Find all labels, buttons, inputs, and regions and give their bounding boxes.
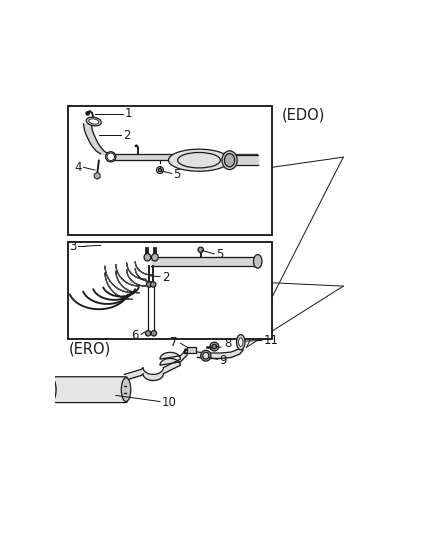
- Text: 7: 7: [170, 336, 178, 349]
- Text: 9: 9: [219, 353, 227, 367]
- Text: 1: 1: [124, 107, 132, 120]
- Text: 11: 11: [264, 334, 279, 347]
- Ellipse shape: [106, 152, 116, 162]
- Bar: [68, 242, 272, 339]
- Circle shape: [158, 168, 162, 172]
- Text: 4: 4: [74, 161, 82, 174]
- Ellipse shape: [121, 378, 131, 401]
- Circle shape: [145, 330, 151, 336]
- Circle shape: [86, 111, 89, 115]
- Text: 3: 3: [69, 239, 76, 253]
- Ellipse shape: [239, 338, 243, 346]
- Ellipse shape: [222, 151, 237, 169]
- Ellipse shape: [89, 119, 99, 124]
- Circle shape: [212, 344, 217, 349]
- Text: 6: 6: [131, 329, 139, 342]
- FancyBboxPatch shape: [50, 377, 127, 402]
- Circle shape: [198, 247, 203, 253]
- Ellipse shape: [107, 153, 114, 160]
- Text: (EDO): (EDO): [282, 108, 325, 123]
- Text: 5: 5: [216, 248, 223, 261]
- Bar: [68, 106, 272, 235]
- Ellipse shape: [152, 254, 158, 261]
- Ellipse shape: [86, 117, 101, 126]
- Ellipse shape: [201, 350, 211, 361]
- Circle shape: [210, 342, 219, 351]
- Circle shape: [146, 282, 152, 287]
- Text: (ERO): (ERO): [68, 341, 110, 356]
- Ellipse shape: [254, 255, 262, 268]
- Ellipse shape: [237, 335, 245, 350]
- Ellipse shape: [46, 378, 56, 401]
- Circle shape: [151, 282, 156, 287]
- Ellipse shape: [203, 352, 209, 359]
- Text: 5: 5: [173, 167, 181, 181]
- Circle shape: [151, 330, 156, 336]
- Bar: [187, 346, 196, 353]
- Ellipse shape: [49, 383, 54, 397]
- Text: 10: 10: [162, 395, 177, 409]
- Text: 2: 2: [123, 128, 130, 142]
- Text: 8: 8: [224, 337, 232, 350]
- Text: 2: 2: [162, 271, 169, 284]
- Ellipse shape: [169, 149, 230, 171]
- Ellipse shape: [224, 154, 235, 167]
- Ellipse shape: [144, 254, 151, 261]
